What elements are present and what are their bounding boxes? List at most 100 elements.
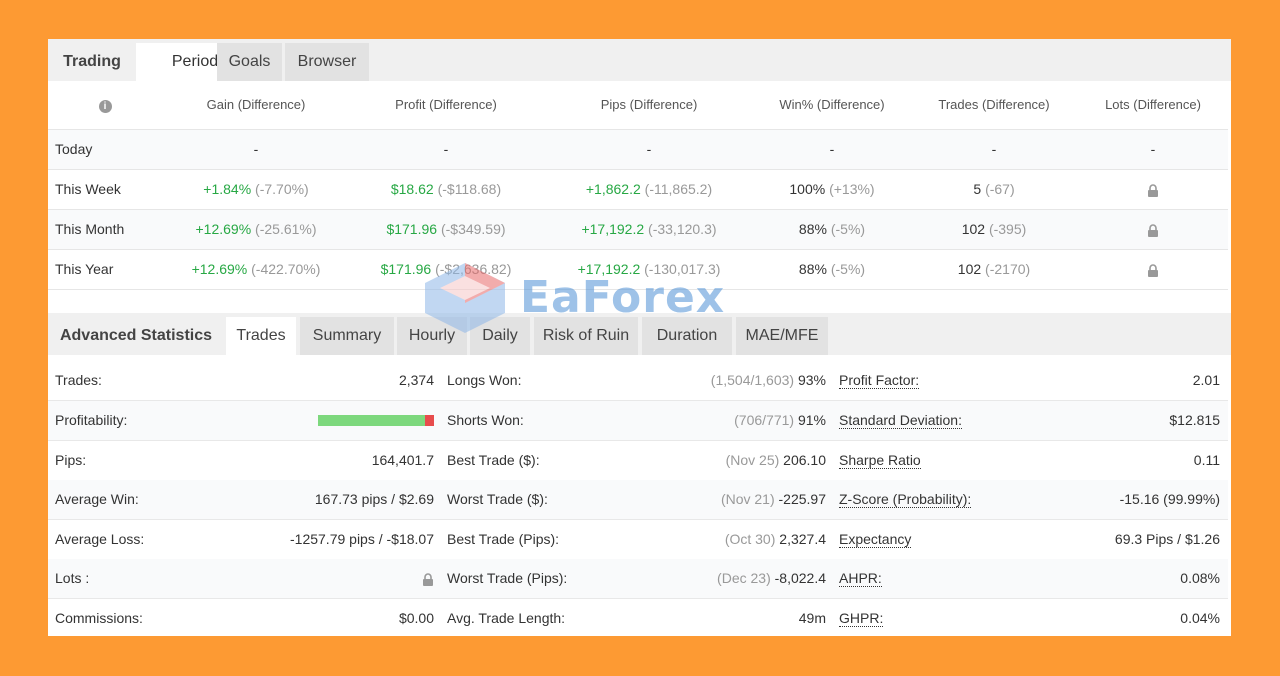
advanced-statistics-title: Advanced Statistics [48,317,224,355]
pips-cell: - [646,141,652,157]
tab-summary[interactable]: Summary [300,317,394,355]
stat-note: (Nov 25) [725,452,780,468]
stat-value: (Dec 23) -8,022.4 [648,559,826,598]
gain-value: +1.84% [203,181,252,197]
pips-value: +17,192.2 [577,261,641,277]
stat-label: Shorts Won: [447,412,524,428]
gain-cell: +12.69% (-25.61%) [176,210,336,249]
pips-value: +1,862.2 [585,181,641,197]
lock-icon [248,559,434,598]
profitability-fill [318,415,425,426]
lots-cell: - [1150,141,1156,157]
tab-browser[interactable]: Browser [285,43,369,81]
stat-label[interactable]: AHPR: [839,570,882,587]
stat-label[interactable]: Expectancy [839,531,912,548]
periods-header-row: i Gain (Difference) Profit (Difference) … [48,81,1228,130]
stat-value: -1257.79 pips / -$18.07 [290,531,434,547]
stat-number: 49m [798,610,826,626]
tab-mae-mfe[interactable]: MAE/MFE [736,317,828,355]
stat-label: Avg. Trade Length: [447,610,566,626]
pips-cell: +1,862.2 (-11,865.2) [569,170,729,209]
lock-icon [1073,210,1233,249]
period-label: This Year [55,261,114,277]
lock-icon [1073,170,1233,209]
win-cell: 88% (-5%) [752,250,912,289]
stat-value: 2.01 [1192,372,1220,388]
gain-cell: +12.69% (-422.70%) [176,250,336,289]
profit-cell: $171.96 (-$349.59) [366,210,526,249]
stat-label[interactable]: Standard Deviation: [839,412,962,429]
stat-number: 2,327.4 [779,531,826,547]
pips-value: +17,192.2 [581,221,645,237]
stats-row: Trades: 2,374 Longs Won: (1,504/1,603) 9… [48,361,1228,401]
profit-diff: (-$118.68) [437,181,502,197]
top-tab-bar: Trading Periods Goals Browser [48,39,1231,81]
tab-risk-of-ruin[interactable]: Risk of Ruin [534,317,638,355]
header-trades: Trades (Difference) [938,97,1050,112]
pips-cell: +17,192.2 (-33,120.3) [569,210,729,249]
header-profit: Profit (Difference) [395,97,497,112]
stat-value: (Nov 21) -225.97 [648,480,826,519]
stat-number: -225.97 [778,491,826,507]
stat-value: 0.08% [1180,570,1220,586]
tab-trades[interactable]: Trades [226,317,296,355]
trades-value: 102 [957,261,982,277]
profitability-bar [318,415,434,426]
stat-label: Worst Trade (Pips): [447,570,568,586]
stat-number: 206.10 [783,452,826,468]
win-value: 88% [798,261,827,277]
trades-diff: (-67) [985,181,1015,197]
tab-duration[interactable]: Duration [642,317,732,355]
stat-label[interactable]: Sharpe Ratio [839,452,921,469]
period-label: Today [55,141,93,157]
tab-trading[interactable]: Trading [48,43,136,81]
stat-value: $0.00 [398,610,434,626]
period-row-month: This Month +12.69% (-25.61%) $171.96 (-$… [48,210,1228,250]
stat-label: Commissions: [55,610,143,626]
stat-label: Worst Trade ($): [447,491,548,507]
profit-value: $171.96 [380,261,432,277]
header-gain: Gain (Difference) [206,97,306,112]
statistics-panel: Trading Periods Goals Browser i Gain (Di… [48,39,1231,636]
profit-cell: - [443,141,449,157]
profit-value: $18.62 [390,181,434,197]
tab-hourly[interactable]: Hourly [397,317,467,355]
profit-diff: (-$349.59) [440,221,506,237]
stat-value: 2,374 [398,372,434,388]
profit-cell: $171.96 (-$2,636.82) [366,250,526,289]
stats-row: Commissions: $0.00 Avg. Trade Length: 49… [48,599,1228,638]
stat-number: 93% [797,372,826,388]
info-icon[interactable]: i [98,81,112,129]
period-row-year: This Year +12.69% (-422.70%) $171.96 (-$… [48,250,1228,290]
stat-note: (Oct 30) [724,531,776,547]
stats-row: Average Win: 167.73 pips / $2.69 Worst T… [48,480,1228,520]
tab-daily[interactable]: Daily [470,317,530,355]
gain-value: +12.69% [191,261,248,277]
lock-icon [1073,250,1233,289]
trades-value: 5 [973,181,982,197]
trades-cell: 102 (-395) [914,210,1074,249]
win-diff: (+13%) [829,181,875,197]
stat-label[interactable]: Profit Factor: [839,372,920,389]
stats-tab-bar: Advanced Statistics Trades Summary Hourl… [48,313,1231,355]
win-diff: (-5%) [830,261,866,277]
stat-number: -8,022.4 [774,570,826,586]
win-value: 100% [789,181,826,197]
stat-label: Profitability: [55,412,128,428]
pips-diff: (-130,017.3) [644,261,721,277]
win-cell: 88% (-5%) [752,210,912,249]
stat-value: 69.3 Pips / $1.26 [1114,531,1220,547]
win-value: 88% [798,221,827,237]
profit-value: $171.96 [386,221,438,237]
stat-label[interactable]: Z-Score (Probability): [839,491,972,508]
stat-value: 0.11 [1193,452,1220,468]
stat-label: Lots : [55,570,90,586]
stat-label[interactable]: GHPR: [839,610,884,627]
trades-cell: - [991,141,997,157]
stat-value: (Nov 25) 206.10 [648,441,826,480]
stat-label: Average Loss: [55,531,145,547]
stat-value: 167.73 pips / $2.69 [314,491,434,507]
tab-goals[interactable]: Goals [217,43,282,81]
gain-diff: (-7.70%) [255,181,309,197]
trades-diff: (-2170) [985,261,1031,277]
